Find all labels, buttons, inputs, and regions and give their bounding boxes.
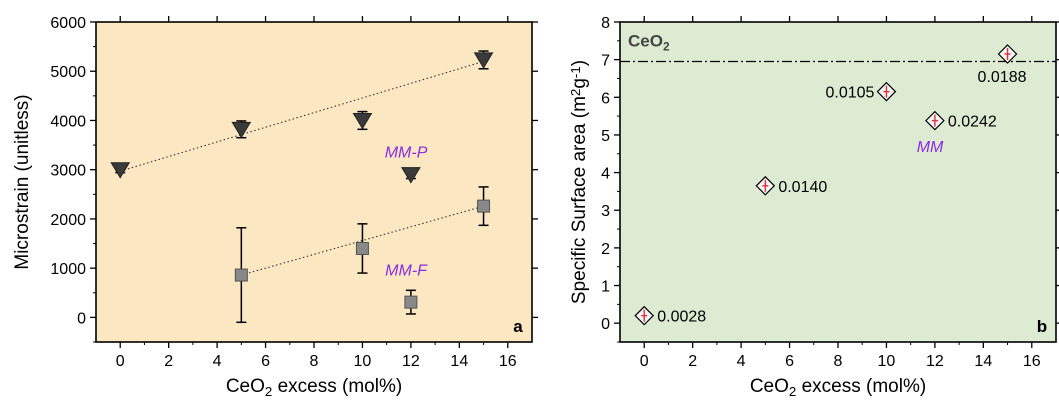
y-tick-label: 5 — [601, 128, 610, 145]
y-axis-label: Specific Surface area (m2g-1) — [568, 60, 590, 304]
data-point — [477, 199, 491, 213]
x-tick-label: 0 — [116, 353, 125, 370]
y-tick-label: 4000 — [50, 113, 86, 130]
panel-b: CeO2 0.0028 0.0140 0.0105 0.0242 0.0188 MM 0 2 4 6… — [568, 15, 1059, 399]
x-tick-label: 0 — [640, 353, 649, 370]
x-tick-label: 14 — [974, 353, 992, 370]
y-tick-label: 8 — [601, 15, 610, 32]
x-tick-label: 16 — [1023, 353, 1041, 370]
x-tick-label: 4 — [213, 353, 222, 370]
data-point — [401, 167, 421, 184]
x-tick-label: 12 — [402, 353, 420, 370]
x-tick-label: 4 — [737, 353, 746, 370]
y-tick-label: 2000 — [50, 212, 86, 229]
data-point — [355, 241, 369, 255]
data-point — [234, 268, 248, 282]
panel-letter: a — [513, 317, 523, 336]
x-tick-label: 6 — [261, 353, 270, 370]
y-tick-label: 0 — [601, 316, 610, 333]
x-tick-label: 6 — [785, 353, 794, 370]
reference-line-label: CeO2 — [628, 31, 670, 53]
y-tick-label: 3 — [601, 203, 610, 220]
x-tick-label: 8 — [834, 353, 843, 370]
data-label: 0.0105 — [826, 85, 875, 102]
y-tick-label: 3000 — [50, 163, 86, 180]
y-tick-label: 4 — [601, 166, 610, 183]
series-label: MM-F — [385, 263, 428, 280]
data-point — [404, 295, 418, 309]
y-tick-label: 0 — [77, 310, 86, 327]
x-tick-label: 2 — [164, 353, 173, 370]
y-axis-label: Microstrain (unitless) — [12, 94, 33, 269]
data-label: 0.0242 — [948, 114, 997, 131]
y-tick-label: 6 — [601, 90, 610, 107]
x-tick-label: 16 — [499, 353, 517, 370]
y-tick-label: 1000 — [50, 261, 86, 278]
data-point — [473, 52, 494, 69]
y-tick-label: 7 — [601, 53, 610, 70]
y-tick-label: 5000 — [50, 64, 86, 81]
y-tick-label: 1 — [601, 279, 610, 296]
x-tick-label: 8 — [310, 353, 319, 370]
x-axis-label: CeO2 excess (mol%) — [226, 376, 402, 399]
series-label: MM — [917, 139, 944, 156]
x-axis-label: CeO2 excess (mol%) — [750, 376, 926, 399]
plot-background — [620, 22, 1056, 342]
data-point — [231, 121, 252, 139]
data-point — [352, 112, 373, 130]
x-tick-label: 12 — [926, 353, 944, 370]
x-tick-label: 14 — [450, 353, 468, 370]
data-label: 0.0028 — [657, 309, 706, 326]
trend-line — [120, 60, 484, 172]
y-tick-label: 6000 — [50, 15, 86, 32]
plot-background — [96, 22, 532, 342]
y-tick-label: 2 — [601, 241, 610, 258]
data-point — [110, 162, 131, 179]
series-label: MM-P — [385, 144, 428, 161]
panel-letter: b — [1037, 317, 1047, 336]
x-tick-label: 10 — [878, 353, 896, 370]
x-tick-label: 10 — [354, 353, 372, 370]
x-tick-label: 2 — [688, 353, 697, 370]
data-label: 0.0140 — [778, 179, 827, 196]
data-label: 0.0188 — [978, 69, 1027, 86]
panel-a: MM-P MM-F 0 2 4 6 8 10 12 14 16 0 1000 2000 3000 4000 50… — [12, 15, 538, 399]
